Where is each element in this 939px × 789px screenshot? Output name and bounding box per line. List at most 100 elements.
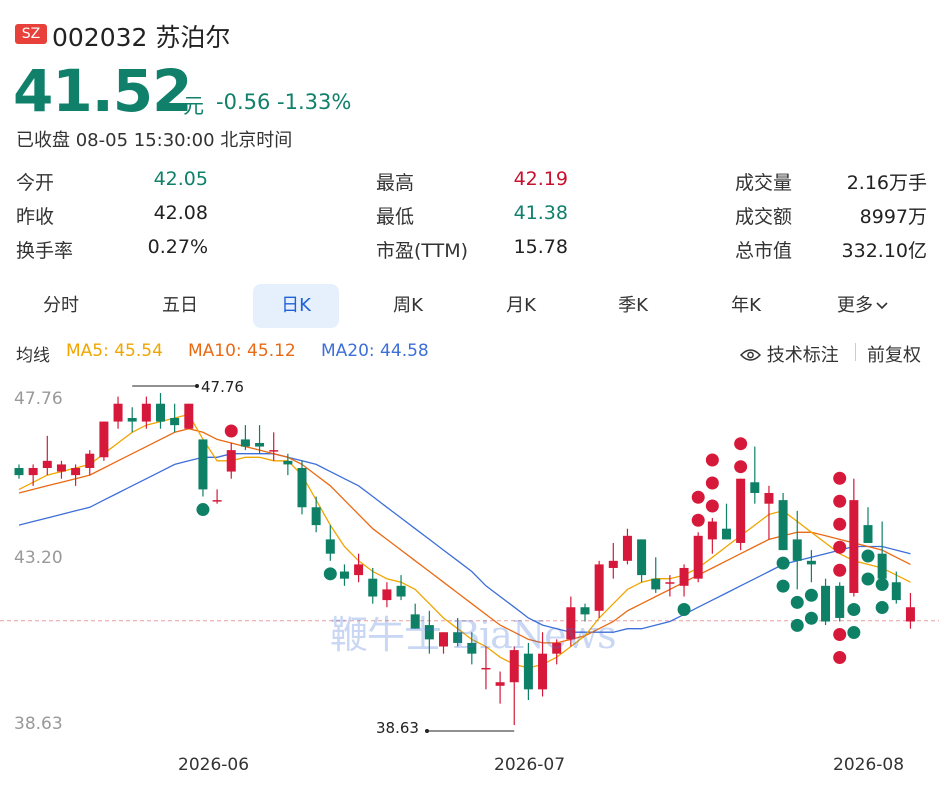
signal-marker-dot — [677, 603, 691, 617]
quote-label-pe: 市盈(TTM) — [376, 240, 469, 262]
candle-body — [156, 403, 165, 422]
candle-body — [665, 582, 675, 584]
quote-value-prev-close: 42.08 — [153, 202, 208, 224]
candle-body — [538, 653, 548, 690]
signal-marker-dot — [790, 618, 804, 632]
candle-body — [212, 500, 222, 502]
candle-body — [580, 607, 590, 615]
candle-body — [339, 571, 349, 579]
candle-body — [552, 642, 562, 654]
candle-body — [750, 482, 760, 493]
candle-body — [566, 607, 576, 640]
quote-value-turnover: 0.27% — [147, 236, 208, 258]
candle-body — [28, 467, 38, 476]
candle-body — [170, 417, 180, 426]
candle-body — [509, 650, 519, 683]
quote-label-volume: 成交量 — [735, 172, 793, 194]
signal-marker-dot — [861, 572, 875, 586]
candle-body — [637, 539, 647, 576]
signal-marker-dot — [804, 588, 818, 602]
candle-body — [792, 539, 802, 561]
signal-marker-dot — [847, 626, 861, 640]
tab-five-day[interactable]: 五日 — [162, 295, 198, 316]
quote-label-turnover: 换手率 — [16, 240, 74, 262]
signal-marker-dot — [833, 517, 847, 531]
candle-body — [113, 403, 123, 422]
candle-body — [467, 642, 477, 654]
quote-label-open: 今开 — [16, 172, 55, 194]
y-tick-high: 47.76 — [14, 389, 63, 409]
signal-marker-dot — [734, 437, 748, 451]
quote-label-high: 最高 — [376, 172, 415, 194]
candle-body — [368, 578, 378, 597]
y-tick-mid: 43.20 — [14, 548, 63, 568]
candle-body — [424, 625, 434, 640]
tab-weekly-k[interactable]: 周K — [393, 295, 423, 316]
signal-marker-dot — [833, 471, 847, 485]
candlestick-chart[interactable] — [0, 370, 939, 789]
candle-body — [891, 582, 901, 601]
candle-body — [877, 553, 887, 579]
candle-body — [297, 467, 307, 508]
candle-body — [764, 492, 774, 504]
candle-body — [127, 417, 137, 422]
toolbar-divider — [855, 343, 856, 361]
signal-marker-dot — [196, 503, 210, 517]
quote-label-market-cap: 总市值 — [735, 240, 793, 262]
candle-body — [325, 539, 335, 554]
quote-label-low: 最低 — [376, 206, 415, 228]
tab-monthly-k[interactable]: 月K — [506, 295, 536, 316]
tab-daily-k[interactable]: 日K — [253, 284, 339, 328]
signal-marker-dot — [790, 595, 804, 609]
signal-marker-dot — [833, 494, 847, 508]
change-percent: -1.33% — [277, 90, 352, 114]
signal-marker-dot — [691, 513, 705, 527]
signal-marker-dot — [833, 651, 847, 665]
candle-body — [523, 653, 533, 690]
tech-marker-toggle[interactable]: 技术标注 — [739, 341, 839, 367]
candle-body — [608, 560, 618, 568]
candle-body — [240, 439, 250, 447]
stock-title: 002032 苏泊尔 — [52, 23, 231, 52]
candle-body — [226, 450, 236, 472]
candle-body — [693, 535, 703, 579]
candle-body — [679, 567, 689, 586]
adjust-selector[interactable]: 前复权 — [867, 345, 921, 366]
min-price-dot — [425, 729, 429, 733]
candle-body — [722, 528, 731, 540]
tab-yearly-k[interactable]: 年K — [731, 295, 761, 316]
tab-more-label: 更多 — [837, 295, 873, 316]
change-amount: -0.56 — [216, 90, 271, 114]
candle-body — [439, 632, 448, 647]
candle-body — [849, 500, 859, 593]
candle-body — [905, 607, 915, 622]
candle-body — [85, 453, 95, 468]
quote-value-high: 42.19 — [513, 168, 568, 190]
candle-body — [311, 507, 321, 526]
tab-intraday[interactable]: 分时 — [43, 295, 79, 316]
tab-quarterly-k[interactable]: 季K — [618, 295, 648, 316]
signal-marker-dot — [705, 499, 719, 513]
price-unit: 元 — [183, 94, 204, 118]
price-change: -0.56 -1.33% — [216, 90, 351, 114]
candle-body — [14, 467, 24, 476]
quote-value-open: 42.05 — [153, 168, 208, 190]
ma5-legend: MA5: 45.54 — [66, 341, 163, 361]
quote-value-volume: 2.16万手 — [846, 172, 927, 194]
ma20-legend: MA20: 44.58 — [321, 341, 429, 361]
candle-body — [453, 632, 463, 643]
ma10-legend: MA10: 45.12 — [188, 341, 296, 361]
candle-body — [651, 578, 661, 590]
x-tick-2026-06: 2026-06 — [178, 755, 250, 775]
eye-icon — [739, 349, 762, 361]
signal-marker-dot — [847, 603, 861, 617]
signal-marker-dot — [861, 549, 875, 563]
tab-more[interactable]: 更多 — [820, 284, 906, 328]
quote-value-amount: 8997万 — [859, 206, 927, 228]
signal-marker-dot — [705, 476, 719, 490]
ma20-line — [18, 453, 911, 633]
candle-body — [56, 464, 66, 472]
watermark: 鞭牛士 BiaNews — [330, 613, 617, 657]
candle-body — [806, 560, 816, 565]
signal-marker-dot — [691, 490, 705, 504]
